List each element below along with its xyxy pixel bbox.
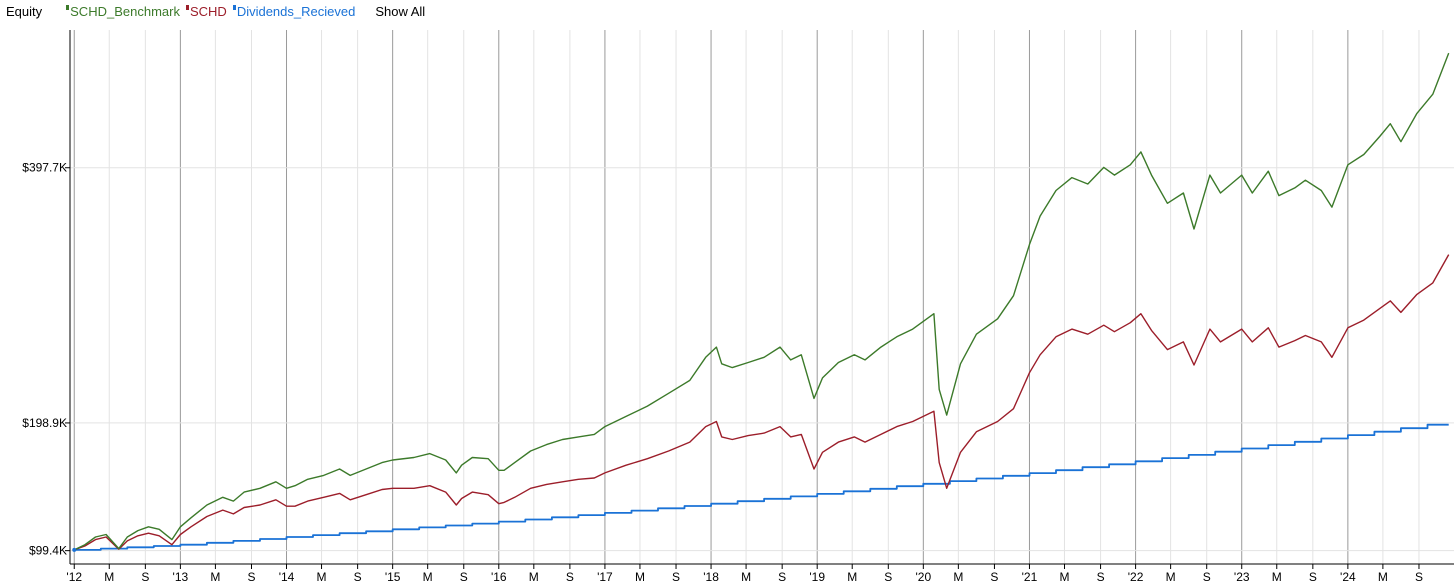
x-tick-label: M — [423, 570, 433, 584]
x-tick-label: S — [1097, 570, 1105, 584]
x-tick-label: S — [460, 570, 468, 584]
legend-swatch-icon — [66, 4, 70, 10]
x-tick-label: '12 — [66, 570, 82, 584]
x-tick-label: M — [635, 570, 645, 584]
x-tick-label: S — [990, 570, 998, 584]
x-tick-label: M — [210, 570, 220, 584]
legend-item-dividends-recieved[interactable]: Dividends_Recieved — [232, 3, 356, 19]
x-tick-label: S — [1309, 570, 1317, 584]
legend-label: SCHD — [189, 3, 227, 19]
x-tick-label: '14 — [279, 570, 295, 584]
x-tick-label: '18 — [703, 570, 719, 584]
x-tick-label: M — [741, 570, 751, 584]
x-tick-label: '22 — [1128, 570, 1144, 584]
legend-label: SCHD_Benchmark — [70, 3, 180, 19]
y-tick-label: $397.7K — [22, 161, 67, 175]
x-tick-label: '19 — [809, 570, 825, 584]
legend-swatch-icon — [185, 4, 189, 10]
x-tick-label: '17 — [597, 570, 613, 584]
x-tick-label: '23 — [1234, 570, 1250, 584]
y-tick-label: $198.9K — [22, 416, 67, 430]
x-tick-label: S — [1415, 570, 1423, 584]
y-tick-label: $99.4K — [29, 544, 67, 558]
x-tick-label: '16 — [491, 570, 507, 584]
x-tick-label: M — [104, 570, 114, 584]
series-start-marker — [72, 547, 77, 552]
legend-swatch-icon — [232, 4, 236, 10]
x-tick-label: S — [566, 570, 574, 584]
x-tick-label: '24 — [1340, 570, 1356, 584]
legend-label: Dividends_Recieved — [236, 3, 356, 19]
x-tick-label: '15 — [385, 570, 401, 584]
x-tick-label: M — [317, 570, 327, 584]
show-all-button[interactable]: Show All — [375, 3, 426, 19]
x-tick-label: '21 — [1022, 570, 1038, 584]
x-tick-label: M — [847, 570, 857, 584]
x-tick-label: '20 — [916, 570, 932, 584]
x-tick-label: S — [672, 570, 680, 584]
x-tick-label: M — [1166, 570, 1176, 584]
x-tick-label: S — [247, 570, 255, 584]
x-tick-label: M — [953, 570, 963, 584]
x-tick-label: M — [1059, 570, 1069, 584]
x-tick-label: '13 — [173, 570, 189, 584]
chart-toolbar: Equity SCHD_Benchmark SCHD Dividends_Rec… — [0, 0, 1456, 22]
chart-title: Equity — [6, 3, 43, 19]
x-tick-label: S — [778, 570, 786, 584]
series-line-schd-benchmark — [73, 52, 1450, 551]
series-line-schd — [73, 254, 1450, 551]
x-tick-label: M — [1378, 570, 1388, 584]
x-tick-label: S — [884, 570, 892, 584]
series-line-dividends-recieved — [74, 423, 1449, 551]
x-tick-label: S — [141, 570, 149, 584]
x-tick-label: S — [354, 570, 362, 584]
x-tick-label: S — [1203, 570, 1211, 584]
legend-item-schd-benchmark[interactable]: SCHD_Benchmark — [66, 4, 180, 19]
x-tick-label: M — [529, 570, 539, 584]
legend-item-schd[interactable]: SCHD — [185, 3, 227, 19]
x-tick-label: M — [1272, 570, 1282, 584]
